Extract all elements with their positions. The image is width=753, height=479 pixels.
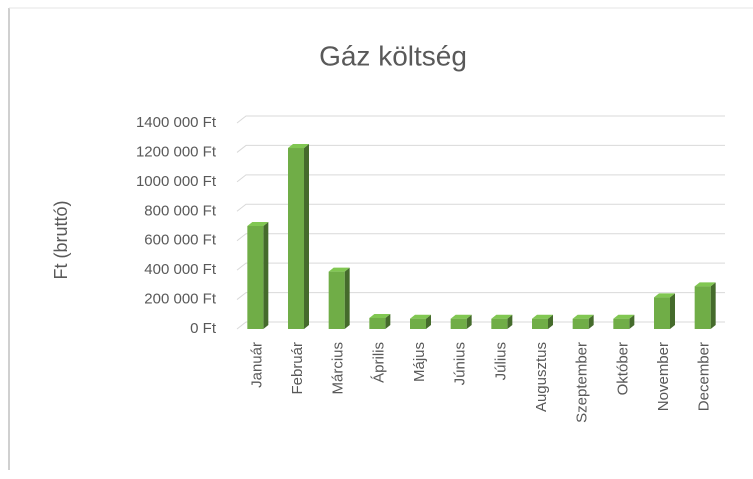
bar-top (410, 314, 431, 319)
bar-side (548, 314, 553, 329)
bar-top (288, 144, 309, 149)
x-tick-label: Április (370, 342, 387, 383)
y-tick-label: 800 000 Ft (144, 202, 217, 219)
bar-top (654, 293, 675, 298)
bar (694, 286, 711, 329)
bar-side (385, 313, 391, 329)
bar-side (629, 314, 635, 329)
bar (247, 226, 264, 329)
x-tick-label: Március (330, 342, 347, 395)
bar-side (670, 293, 675, 329)
bar-top (613, 314, 635, 319)
bar-side (710, 282, 716, 329)
bar (491, 318, 508, 329)
chart-title: Gáz költség (319, 40, 467, 71)
x-tick-label: Május (411, 342, 428, 382)
grid-line (236, 292, 725, 300)
y-tick-label: 600 000 Ft (144, 232, 217, 249)
y-tick-label: 400 000 Ft (144, 261, 217, 278)
y-tick-label: 1000 000 Ft (136, 173, 217, 190)
bar-side (426, 314, 431, 329)
x-tick-label: Szeptember (574, 342, 591, 423)
x-tick-label: Június (452, 342, 469, 385)
bar (613, 318, 630, 329)
bar (288, 148, 304, 329)
y-axis-label: Ft (bruttó) (51, 200, 71, 279)
grid-line (236, 203, 725, 212)
bar (450, 318, 467, 329)
bar (369, 317, 386, 329)
bar-top (572, 314, 594, 319)
grid-line (236, 321, 725, 330)
bar (328, 271, 345, 329)
bar-side (263, 222, 269, 329)
grid-line (236, 144, 725, 153)
y-tick-label: 0 Ft (190, 320, 217, 337)
grid-line (236, 174, 725, 183)
x-tick-label: December (696, 342, 713, 411)
bar-side (507, 314, 513, 329)
y-tick-label: 200 000 Ft (144, 291, 217, 308)
x-tick-label: November (655, 342, 672, 411)
grid-line (236, 262, 725, 271)
bar (532, 318, 548, 329)
x-tick-label: Augusztus (533, 342, 550, 412)
bar-side (588, 314, 594, 329)
bar-top (369, 313, 391, 318)
bar-top (694, 282, 716, 287)
grid-line (236, 115, 725, 124)
grid-line (236, 233, 725, 242)
bar-top (491, 314, 513, 319)
x-tick-label: Július (492, 342, 509, 380)
bar-top (328, 267, 350, 272)
bar (410, 318, 426, 329)
bar-side (344, 267, 350, 329)
bar (572, 318, 589, 329)
y-tick-label: 1400 000 Ft (136, 114, 217, 131)
bar-side (466, 314, 472, 329)
bar-top (247, 222, 269, 226)
x-tick-label: Október (614, 342, 631, 395)
bar-top (532, 314, 553, 319)
y-tick-label: 1200 000 Ft (136, 143, 217, 160)
bar-top (450, 314, 472, 319)
x-tick-label: Január (248, 342, 265, 388)
bar-side (304, 144, 309, 329)
bar (654, 297, 670, 329)
x-tick-label: Február (289, 342, 306, 395)
